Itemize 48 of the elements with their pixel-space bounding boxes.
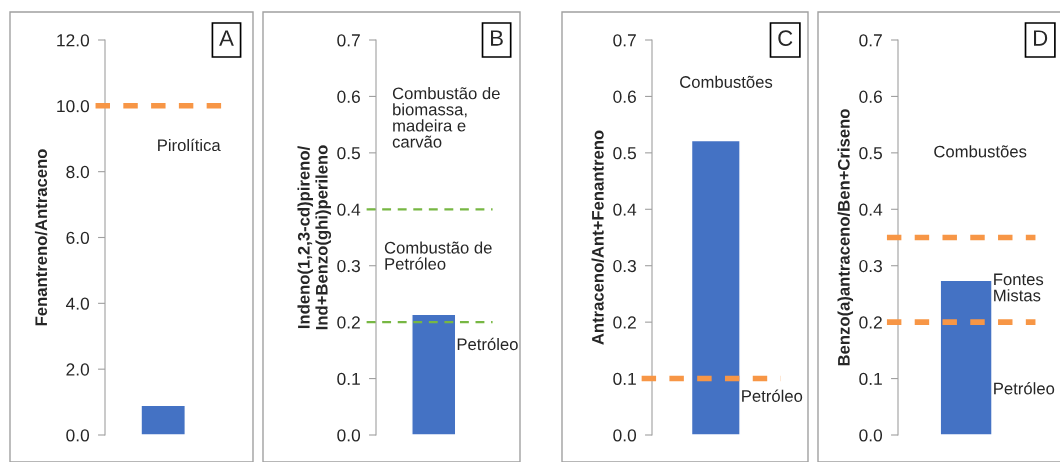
y-tick-label: 0.4: [859, 203, 883, 216]
y-axis-title: Antraceno/Ant+Fenantreno: [591, 130, 604, 345]
chart-title: B: [491, 30, 503, 46]
y-tick-label: 0.3: [337, 259, 360, 273]
y-tick-label: 4.0: [65, 297, 90, 310]
annotation: Combustão de Petróleo: [384, 241, 492, 270]
annotation: Petróleo: [994, 382, 1055, 395]
annotation: Combustões: [680, 75, 773, 88]
y-tick-label: 8.0: [66, 165, 90, 179]
y-tick-label: 0.0: [337, 429, 361, 442]
annotation: Pirolítica: [158, 138, 221, 152]
y-axis-title: Fenantreno/Antraceno: [34, 149, 48, 326]
y-tick-label: 0.4: [613, 203, 637, 216]
y-tick-label: 2.0: [66, 363, 90, 376]
chart-title: D: [1034, 30, 1048, 46]
y-tick-label: 0.0: [859, 429, 883, 442]
annotation: Petróleo: [742, 389, 803, 402]
y-tick-label: 0.0: [66, 429, 90, 442]
y-tick-label: 0.5: [859, 147, 882, 160]
y-axis-title: Benzo(a)antraceno/Ben+Criseno: [837, 109, 854, 366]
y-tick-label: 0.2: [859, 316, 882, 329]
y-tick-label: 0.6: [613, 90, 636, 103]
annotation: Combustão de biomassa, madeira e carvão: [392, 87, 500, 148]
y-tick-label: 0.5: [613, 147, 636, 160]
y-tick-label: 0.6: [859, 90, 882, 103]
chart-title: A: [219, 30, 234, 46]
y-tick-label: 0.1: [613, 372, 636, 386]
y-tick-label: 0.4: [337, 203, 361, 216]
y-tick-label: 0.3: [613, 259, 636, 273]
chart-title: C: [778, 30, 793, 46]
annotation: Fontes Mistas: [994, 273, 1044, 302]
y-tick-label: 0.7: [859, 34, 882, 47]
annotation: Petróleo: [457, 337, 518, 351]
y-tick-label: 0.7: [337, 34, 360, 47]
y-tick-label: 6.0: [66, 231, 90, 244]
y-tick-label: 0.1: [859, 372, 882, 386]
y-tick-label: 0.5: [337, 147, 360, 160]
annotation: Combustões: [934, 145, 1027, 158]
y-tick-label: 0.0: [613, 429, 637, 442]
y-tick-label: 0.2: [613, 316, 636, 329]
y-tick-label: 0.1: [337, 372, 360, 386]
y-tick-label: 0.3: [859, 259, 882, 273]
y-tick-label: 10.0: [57, 100, 90, 113]
y-tick-label: 0.6: [337, 90, 360, 103]
y-tick-label: 0.2: [337, 316, 360, 329]
y-axis-title: Indeno(1,2,3-cd)pireno/ Ind+Benzo(ghi)perileno: [297, 145, 332, 330]
y-tick-label: 12.0: [57, 34, 90, 47]
y-tick-label: 0.7: [613, 34, 636, 47]
